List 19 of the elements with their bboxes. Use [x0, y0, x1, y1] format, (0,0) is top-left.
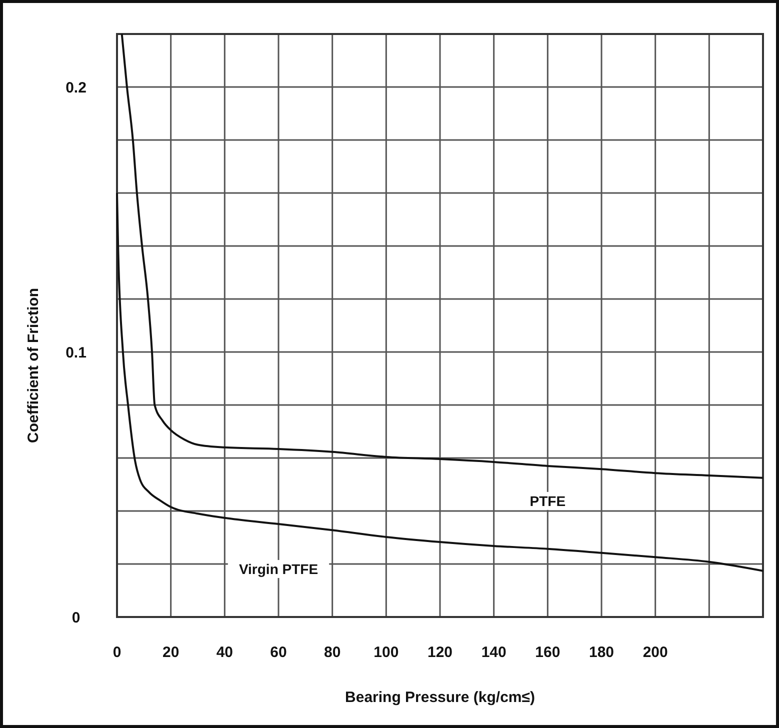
y-axis-title: Coefficient of Friction — [25, 288, 42, 443]
x-tick-label: 180 — [588, 644, 614, 661]
x-tick-label: 120 — [427, 644, 453, 661]
line-series — [120, 33, 764, 479]
text: Virgin PTFE — [238, 560, 318, 577]
x-axis-title: Bearing Pressure (kg/cm≤) — [345, 689, 535, 706]
x-tick-label: 160 — [535, 644, 560, 661]
y-tick-label: 0.2 — [66, 79, 86, 96]
x-tick-label: 40 — [216, 644, 234, 661]
x-tick-label: 80 — [324, 644, 341, 661]
series-label: PTFE — [530, 492, 566, 509]
x-tick-label: 0 — [112, 644, 122, 661]
y-tick-label: 0 — [72, 609, 80, 626]
x-tick-label: 60 — [270, 644, 287, 661]
y-tick-label: 0.1 — [66, 344, 86, 362]
x-tick-label: 100 — [374, 644, 399, 661]
x-tick-label: 20 — [162, 644, 180, 661]
x-tick-label: 200 — [642, 644, 668, 661]
x-tick-label: 140 — [481, 644, 506, 661]
